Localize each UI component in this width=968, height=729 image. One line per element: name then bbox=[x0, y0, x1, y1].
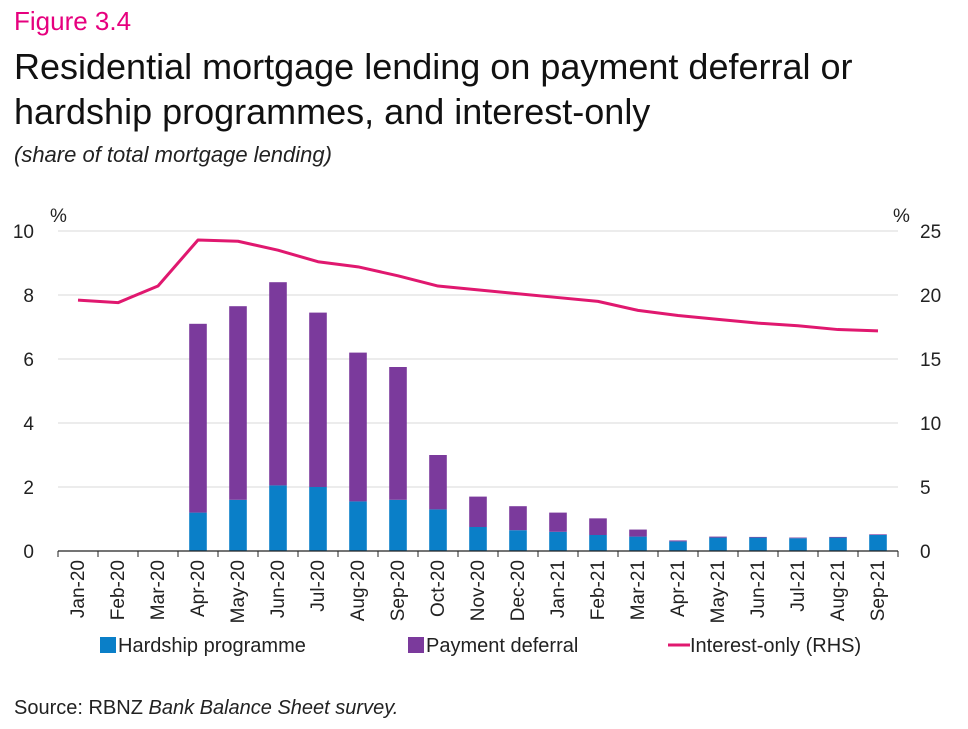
bar-deferral-Jun-20 bbox=[269, 282, 287, 486]
y-left-tick-label: 8 bbox=[23, 286, 34, 307]
x-tick-label: Jul-20 bbox=[308, 560, 329, 612]
bar-hardship-Apr-21 bbox=[669, 541, 687, 551]
y-right-tick-label: 10 bbox=[920, 414, 941, 435]
bar-hardship-Jun-20 bbox=[269, 485, 287, 551]
bar-deferral-Apr-20 bbox=[189, 323, 207, 513]
bar-hardship-Dec-20 bbox=[509, 530, 527, 551]
bar-deferral-Dec-20 bbox=[509, 506, 527, 531]
bar-hardship-May-21 bbox=[709, 537, 727, 551]
interest-only-line bbox=[77, 238, 879, 333]
bar-deferral-Mar-21 bbox=[629, 529, 647, 537]
bar-hardship-Jan-21 bbox=[549, 531, 567, 551]
x-tick-label: Oct-20 bbox=[428, 560, 449, 617]
bar-deferral-Nov-20 bbox=[469, 496, 487, 527]
bar-hardship-Jul-21 bbox=[789, 538, 807, 551]
legend-label-interest-only: Interest-only (RHS) bbox=[690, 635, 861, 657]
x-tick-label: Jul-21 bbox=[788, 560, 809, 612]
x-tick-label: May-21 bbox=[708, 560, 729, 623]
axes: 0 2 4 6 8 10 0 5 10 15 20 25% % Jan-20 Feb-20 Mar-20 Apr… bbox=[13, 206, 941, 623]
bar-deferral-Jun-21 bbox=[749, 536, 767, 538]
x-tick-label: May-20 bbox=[228, 560, 249, 623]
bar-deferral-Jul-21 bbox=[789, 537, 807, 539]
y-right-tick-label: 5 bbox=[920, 478, 931, 499]
bar-hardship-Mar-21 bbox=[629, 536, 647, 551]
bar-hardship-Aug-21 bbox=[829, 537, 847, 551]
bar-deferral-May-20 bbox=[229, 306, 247, 500]
bar-deferral-Jul-20 bbox=[309, 312, 327, 487]
y-right-tick-label: 0 bbox=[920, 542, 931, 563]
legend-label-hardship: Hardship programme bbox=[118, 635, 306, 657]
x-tick-label: Mar-20 bbox=[148, 560, 169, 620]
bar-hardship-Feb-21 bbox=[589, 535, 607, 551]
y-left-tick-label: 6 bbox=[23, 350, 34, 371]
bar-deferral-Jan-21 bbox=[549, 512, 567, 532]
bar-hardship-Jul-20 bbox=[309, 487, 327, 551]
bar-hardship-Sep-21 bbox=[869, 535, 887, 551]
x-tick-label: Jun-20 bbox=[268, 560, 289, 618]
bar-hardship-Sep-20 bbox=[389, 499, 407, 551]
x-tick-label: Jun-21 bbox=[748, 560, 769, 618]
y-right-tick-label: 25 bbox=[920, 222, 941, 243]
y-right-tick-label: 15 bbox=[920, 350, 941, 371]
x-tick-label: Apr-20 bbox=[188, 560, 209, 617]
legend-swatch-hardship bbox=[100, 637, 116, 653]
x-tick-label: Apr-21 bbox=[668, 560, 689, 617]
bar-deferral-Aug-21 bbox=[829, 536, 847, 538]
bar-deferral-Sep-20 bbox=[389, 367, 407, 500]
bar-deferral-Feb-21 bbox=[589, 518, 607, 535]
gridlines bbox=[58, 230, 898, 488]
x-tick-label: Aug-21 bbox=[828, 560, 849, 621]
x-tick-label: Feb-21 bbox=[588, 560, 609, 620]
x-tick-label: Sep-21 bbox=[868, 560, 889, 621]
bar-deferral-Oct-20 bbox=[429, 455, 447, 510]
y-left-tick-label: 4 bbox=[23, 414, 34, 435]
y-right-unit: % bbox=[893, 206, 910, 227]
source-prefix: Source: RBNZ bbox=[14, 697, 149, 719]
bar-hardship-Jun-21 bbox=[749, 537, 767, 551]
y-left-tick-label: 2 bbox=[23, 478, 34, 499]
x-tick-label: Nov-20 bbox=[468, 560, 489, 621]
y-left-tick-label: 10 bbox=[13, 222, 34, 243]
x-tick-label: Jan-20 bbox=[68, 560, 89, 618]
legend: Hardship programme Payment deferral Intere… bbox=[100, 635, 861, 657]
y-left-tick-label: 0 bbox=[23, 542, 34, 563]
bar-deferral-Aug-20 bbox=[349, 352, 367, 502]
bar-hardship-Apr-20 bbox=[189, 512, 207, 551]
x-tick-label: Feb-20 bbox=[108, 560, 129, 620]
chart: 0 2 4 6 8 10 0 5 10 15 20 25% % Jan-20 Feb-20 Mar-20 Apr… bbox=[13, 206, 941, 657]
bar-deferral-May-21 bbox=[709, 536, 727, 538]
legend-label-deferral: Payment deferral bbox=[426, 635, 578, 657]
x-tick-label: Aug-20 bbox=[348, 560, 369, 621]
interest-only-line-group bbox=[77, 238, 879, 333]
bar-deferral-Sep-21 bbox=[869, 534, 887, 535]
bar-hardship-May-20 bbox=[229, 499, 247, 551]
legend-swatch-deferral bbox=[408, 637, 424, 653]
figure-label: Figure 3.4 bbox=[14, 6, 132, 36]
y-left-unit: % bbox=[50, 206, 67, 227]
bar-hardship-Oct-20 bbox=[429, 509, 447, 551]
y-right-tick-label: 20 bbox=[920, 286, 941, 307]
x-tick-label: Mar-21 bbox=[628, 560, 649, 620]
bar-hardship-Aug-20 bbox=[349, 501, 367, 551]
source-note: Source: RBNZ Bank Balance Sheet survey. bbox=[14, 697, 398, 720]
chart-subtitle: (share of total mortgage lending) bbox=[14, 142, 332, 167]
source-italic: Bank Balance Sheet survey. bbox=[148, 697, 399, 719]
bar-deferral-Apr-21 bbox=[669, 540, 687, 542]
x-tick-label: Jan-21 bbox=[548, 560, 569, 618]
bar-hardship-Nov-20 bbox=[469, 527, 487, 551]
chart-title: Residential mortgage lending on payment … bbox=[14, 46, 853, 132]
x-tick-label: Dec-20 bbox=[508, 560, 529, 621]
bars bbox=[189, 282, 887, 551]
x-tick-label: Sep-20 bbox=[388, 560, 409, 621]
